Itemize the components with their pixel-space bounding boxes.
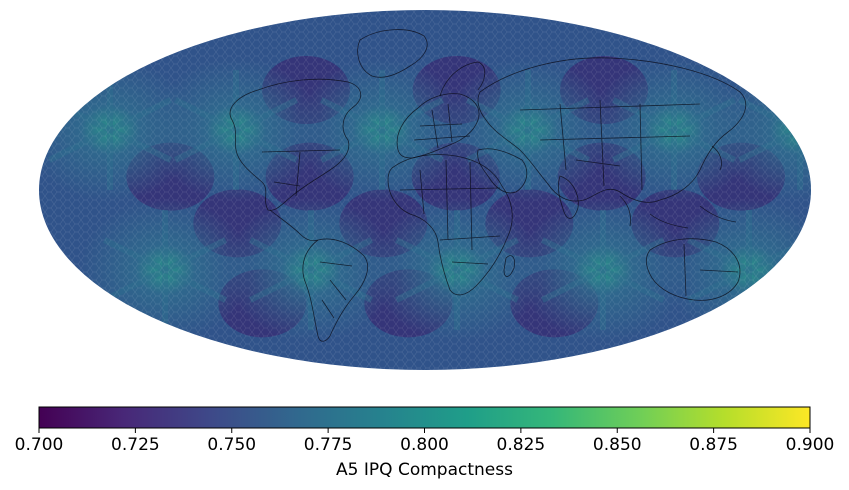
japan-outline — [711, 145, 722, 171]
colorbar-tick-label: 0.900 — [786, 435, 835, 455]
colorbar-tick-label: 0.875 — [689, 435, 738, 455]
colorbar-tick-label: 0.825 — [497, 435, 546, 455]
middle-east-outline — [477, 148, 528, 194]
petal-seam — [798, 127, 811, 163]
asia-borders — [519, 99, 701, 191]
india-outline — [557, 175, 579, 219]
colorbar-ticks: 0.700 0.725 0.750 0.775 0.800 0.825 0.850 0.875… — [15, 428, 835, 455]
colorbar-tick-label: 0.850 — [593, 435, 642, 455]
colorbar-tick-label: 0.800 — [400, 435, 449, 455]
cell-mesh — [39, 10, 811, 370]
madagascar-outline — [503, 255, 515, 277]
colorbar: 0.700 0.725 0.750 0.775 0.800 0.825 0.850 0.875… — [15, 406, 835, 480]
central-america-outline — [269, 209, 319, 242]
country-borders — [229, 29, 764, 342]
colorbar-label: A5 IPQ Compactness — [336, 460, 513, 480]
asia-outline — [477, 57, 747, 203]
africa-outline — [387, 154, 513, 296]
australia-borders — [683, 243, 739, 297]
colorbar-gradient — [38, 406, 811, 429]
greenland-outline — [357, 29, 428, 78]
new-zealand-outline — [757, 295, 764, 321]
europe-borders — [413, 103, 471, 149]
petal-seam — [798, 97, 811, 133]
africa-borders — [399, 159, 501, 265]
colorbar-tick-label: 0.775 — [304, 435, 353, 455]
scandinavia-outline — [439, 61, 486, 97]
north-america-outline — [229, 78, 361, 211]
colorbar-tick-label: 0.750 — [207, 435, 256, 455]
australia-outline — [646, 238, 741, 301]
colorbar-tick-label: 0.700 — [15, 435, 64, 455]
south-america-outline — [302, 238, 368, 342]
colorbar-tick-label: 0.725 — [111, 435, 160, 455]
south-america-borders — [319, 261, 353, 319]
north-america-borders — [261, 149, 341, 197]
world-map — [39, 10, 811, 370]
southeast-asia-outline — [619, 195, 737, 229]
